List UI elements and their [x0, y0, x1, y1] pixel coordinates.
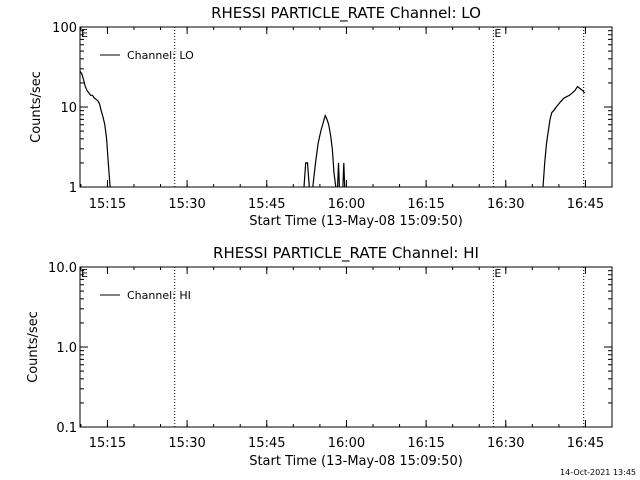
chart-title: RHESSI PARTICLE_RATE Channel: LO — [211, 4, 481, 23]
series-line — [312, 113, 337, 188]
event-marker-label: E — [494, 267, 501, 280]
event-marker-label: E — [494, 27, 501, 40]
x-tick-label: 16:15 — [407, 197, 444, 212]
x-tick-label: 16:00 — [328, 436, 365, 451]
x-tick-label: 15:45 — [248, 436, 285, 451]
chart-panels: RHESSI PARTICLE_RATE Channel: LO 15:15 15:… — [26, 4, 613, 469]
x-tick-label: 16:45 — [567, 197, 604, 212]
y-axis-label: Counts/sec — [29, 71, 44, 143]
y-tick-label: 0.1 — [56, 421, 77, 436]
y-tick-label: 1 — [69, 181, 77, 196]
x-axis-label: Start Time (13-May-08 15:09:50) — [249, 454, 463, 469]
x-tick-label: 16:15 — [407, 436, 444, 451]
series-line — [79, 70, 111, 188]
chart-panel-0: RHESSI PARTICLE_RATE Channel: LO 15:15 15:… — [29, 4, 613, 229]
x-tick-label: 15:45 — [248, 197, 285, 212]
y-tick-label: 1.0 — [56, 341, 77, 356]
legend-entry: Channel: HI — [127, 289, 191, 302]
y-tick-label: 100 — [52, 21, 77, 36]
event-marker-label: E — [81, 267, 88, 280]
x-tick-label: 15:30 — [168, 197, 205, 212]
series-line — [337, 162, 340, 188]
series-line — [542, 85, 586, 188]
x-tick-label: 16:45 — [567, 436, 604, 451]
x-tick-label: 15:15 — [89, 436, 126, 451]
series-line — [342, 162, 346, 188]
series-line — [303, 162, 310, 188]
event-marker-label: E — [81, 27, 88, 40]
x-tick-label: 16:30 — [487, 197, 524, 212]
x-axis-label: Start Time (13-May-08 15:09:50) — [249, 214, 463, 229]
y-tick-label: 10 — [60, 101, 77, 116]
chart-title: RHESSI PARTICLE_RATE Channel: HI — [213, 244, 479, 263]
y-tick-label: 10.0 — [48, 261, 77, 276]
legend-entry: Channel: LO — [127, 49, 194, 62]
chart-panel-1: RHESSI PARTICLE_RATE Channel: HI 15:15 15:… — [26, 244, 613, 469]
x-tick-label: 16:00 — [328, 197, 365, 212]
x-tick-label: 16:30 — [487, 436, 524, 451]
x-tick-label: 15:15 — [89, 197, 126, 212]
x-tick-label: 15:30 — [168, 436, 205, 451]
y-axis-label: Counts/sec — [26, 311, 41, 383]
footer-timestamp: 14-Oct-2021 13:45 — [560, 468, 636, 477]
